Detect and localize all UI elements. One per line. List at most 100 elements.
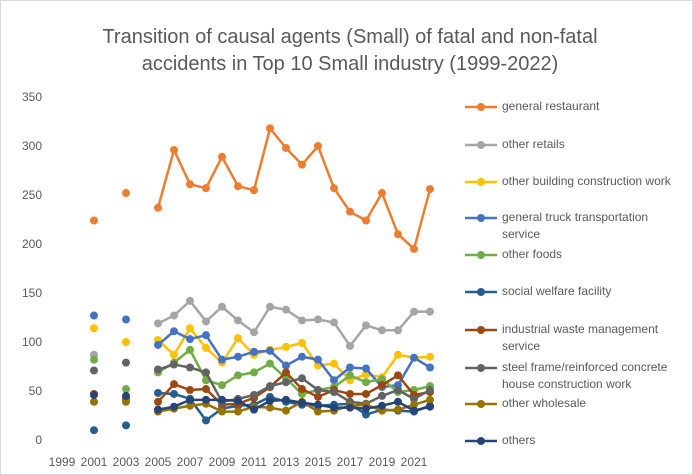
series-marker — [266, 302, 274, 311]
series-marker — [234, 352, 242, 361]
series-marker — [378, 401, 386, 410]
series-marker — [154, 340, 162, 349]
series-marker — [122, 315, 130, 324]
series-marker — [202, 395, 210, 404]
series-marker — [330, 388, 338, 396]
series-marker — [154, 319, 162, 328]
series-marker — [170, 360, 178, 369]
series-marker — [346, 207, 354, 216]
series-marker — [202, 416, 210, 425]
x-tick-label: 2019 — [369, 455, 396, 469]
series-marker — [362, 364, 370, 373]
series-marker — [298, 339, 306, 347]
series-marker — [362, 410, 370, 419]
series-marker — [314, 407, 322, 416]
series-marker — [346, 371, 354, 380]
series-marker — [266, 382, 274, 391]
series-marker — [170, 145, 178, 154]
series-marker — [154, 203, 162, 212]
series-marker — [426, 185, 434, 194]
series-marker — [282, 368, 290, 377]
series-marker — [394, 397, 402, 406]
series-marker — [394, 350, 402, 359]
series-marker — [186, 180, 194, 189]
series-marker — [282, 406, 290, 415]
series-marker — [218, 355, 226, 364]
series-marker — [202, 368, 210, 377]
series-marker — [218, 302, 226, 311]
series-marker — [250, 405, 258, 414]
series-marker — [298, 374, 306, 383]
y-tick-label: 350 — [22, 90, 42, 104]
series-marker — [186, 386, 194, 395]
series-marker — [362, 389, 370, 398]
x-tick-label: 2021 — [401, 455, 428, 469]
series-marker — [314, 400, 322, 409]
series-marker — [298, 385, 306, 394]
series-marker — [122, 189, 130, 198]
series-marker — [250, 390, 258, 399]
series-marker — [186, 401, 194, 410]
x-tick-label: 2003 — [113, 455, 140, 469]
series-marker — [378, 326, 386, 335]
series-marker — [250, 328, 258, 337]
series-marker — [90, 324, 98, 333]
series-marker — [170, 350, 178, 359]
legend-label: others — [502, 433, 535, 447]
legend-marker — [477, 400, 485, 408]
legend-marker — [477, 364, 485, 372]
legend-marker — [477, 103, 485, 111]
series-marker — [90, 355, 98, 364]
legend-label: other wholesale — [502, 396, 586, 410]
series-marker — [250, 368, 258, 377]
series-marker — [90, 426, 98, 435]
x-tick-label: 2007 — [177, 455, 204, 469]
series-marker — [362, 321, 370, 330]
series-marker — [298, 398, 306, 407]
series-marker — [90, 311, 98, 320]
y-tick-label: 0 — [35, 433, 42, 447]
series-marker — [90, 390, 98, 399]
series-marker — [394, 405, 402, 414]
series-marker — [346, 403, 354, 412]
series-marker — [378, 391, 386, 400]
series-marker — [218, 407, 226, 416]
series-marker — [234, 371, 242, 380]
chart-title: Transition of causal agents (Small) of f… — [102, 26, 597, 75]
series-marker — [330, 376, 338, 385]
series-marker — [298, 160, 306, 169]
series-marker — [186, 345, 194, 354]
series-marker — [426, 395, 434, 404]
series-marker — [410, 353, 418, 362]
series-marker — [314, 386, 322, 395]
series-marker — [170, 402, 178, 411]
legend-marker — [477, 178, 485, 186]
series-line — [157, 327, 431, 382]
series-marker — [410, 307, 418, 316]
series-marker — [202, 331, 210, 340]
series-marker — [426, 363, 434, 372]
y-tick-label: 150 — [22, 286, 42, 300]
series-marker — [266, 346, 274, 355]
series-marker — [90, 397, 98, 406]
series-marker — [314, 315, 322, 324]
series-marker — [234, 334, 242, 343]
series-marker — [330, 359, 338, 368]
y-tick-label: 200 — [22, 237, 42, 251]
series-marker — [122, 385, 130, 394]
series-marker — [362, 216, 370, 225]
series-marker — [426, 386, 434, 395]
series-marker — [154, 365, 162, 374]
series-marker — [186, 335, 194, 344]
series-marker — [218, 395, 226, 404]
series-marker — [282, 378, 290, 387]
series-marker — [298, 352, 306, 361]
series-marker — [202, 343, 210, 352]
series-marker — [170, 327, 178, 336]
series-marker — [202, 184, 210, 193]
series-marker — [154, 388, 162, 397]
series-marker — [282, 305, 290, 314]
series-marker — [394, 386, 402, 395]
series-marker — [250, 186, 258, 195]
